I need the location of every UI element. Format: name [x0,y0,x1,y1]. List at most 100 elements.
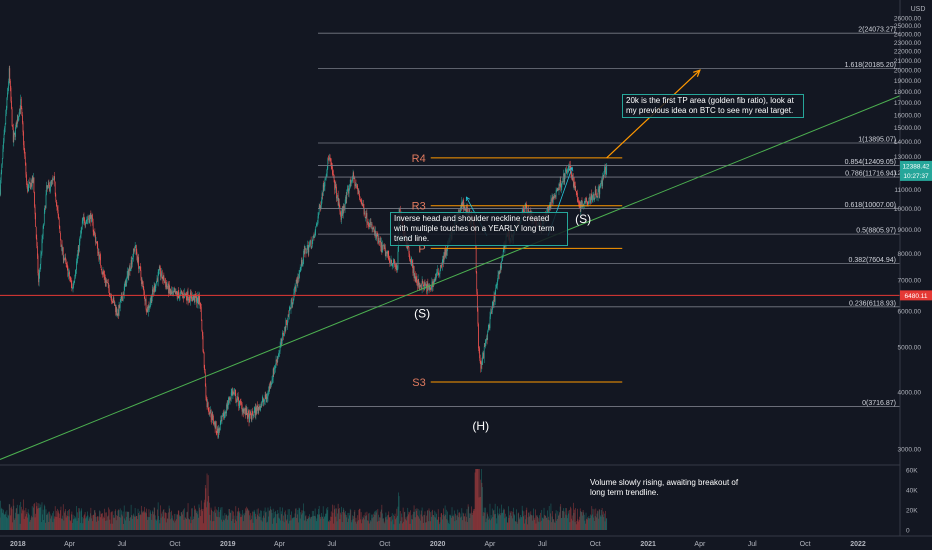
time-tick-label: Apr [485,541,497,548]
candle-body [394,259,395,265]
candle-body [106,282,108,283]
volume-bar [74,515,76,530]
volume-bar [452,514,454,530]
candle-body [202,335,204,352]
volume-bar [125,520,126,530]
volume-bar [254,511,256,530]
volume-bar [440,513,442,530]
candle-body [210,409,212,418]
volume-bar [145,511,146,530]
candle-body [158,266,160,270]
candle-body [334,185,336,190]
candle-body [369,222,371,227]
volume-bar [101,513,103,530]
candle-body [377,234,379,243]
volume-bar [34,517,36,530]
volume-bar [259,516,261,530]
volume-bar [593,517,594,530]
volume-bar [321,513,322,530]
candle-body [378,238,380,241]
volume-bar [207,475,209,530]
candle-body [195,296,197,298]
volume-bar [414,517,416,530]
candle-body [88,218,89,220]
candle-body [330,161,332,167]
volume-bar [185,518,187,530]
volume-bar [291,511,292,530]
volume-bar [118,510,120,530]
candle-body [34,192,35,207]
volume-bar [33,507,34,530]
candle-body [271,379,273,383]
candle-body [306,252,307,254]
volume-bar [465,521,467,530]
drawing-lines[interactable] [0,69,901,460]
candle-body [383,245,385,249]
candle-body [298,277,299,279]
fib-retracement[interactable]: 0(3716.87)0.236(6118.93)0.382(7604.94)0.… [318,27,900,407]
candle-body [100,265,102,270]
volume-bar [219,517,221,530]
candle-body [211,414,213,420]
volume-bar [166,518,168,530]
volume-bar [480,469,482,530]
candle-body [344,208,345,210]
volume-bar [152,511,154,530]
candle-body [494,296,495,302]
volume-bar [55,516,57,530]
volume-bar [483,512,484,530]
candle-body [210,409,211,414]
candle-body [105,280,107,283]
candle-body [363,207,365,215]
candle-body [424,282,425,291]
volume-bar [160,517,162,530]
annotation-neckline[interactable]: Inverse head and shoulder neckline creat… [390,212,568,246]
candle-body [524,210,525,213]
price-tick-label: 11000.00 [894,187,921,194]
volume-bar [555,513,556,530]
volume-bar [148,517,149,530]
candle-body [345,196,347,200]
candle-body [439,273,440,275]
fib-level-label: 0(3716.87) [862,400,896,407]
volume-bar [426,510,428,530]
volume-bar [57,512,59,530]
volume-bar [321,516,323,530]
volume-bar [352,515,353,530]
candle-body [478,347,480,349]
long-term-trendline[interactable] [0,95,901,460]
volume-bar [193,516,195,530]
volume-bar [548,516,549,530]
candle-body [260,406,262,407]
volume-bar [120,517,122,530]
candle-body [96,241,97,243]
volume-bar [329,520,331,530]
candle-body [303,250,305,254]
volume-bar [588,515,590,530]
annotation-target[interactable]: 20k is the first TP area (golden fib rat… [622,94,804,118]
candle-body [566,172,568,174]
candle-body [478,323,479,348]
candle-body [313,235,314,238]
volume-bar [367,520,368,530]
candle-body [442,255,444,262]
volume-bar [93,514,95,530]
volume-bar [190,516,191,530]
volume-bar [312,516,314,530]
candle-body [102,272,103,275]
candle-body [149,302,151,306]
volume-bar [323,518,325,530]
volume-bar [387,514,389,530]
candle-body [589,197,590,198]
volume-bar [528,512,529,530]
volume-bar [551,522,552,530]
candle-body [371,224,373,230]
candle-body [487,328,489,331]
volume-bar [430,516,432,530]
volume-bar [330,516,332,530]
volume-bar [127,511,129,530]
candle-body [55,194,57,200]
volume-bar [259,513,260,530]
